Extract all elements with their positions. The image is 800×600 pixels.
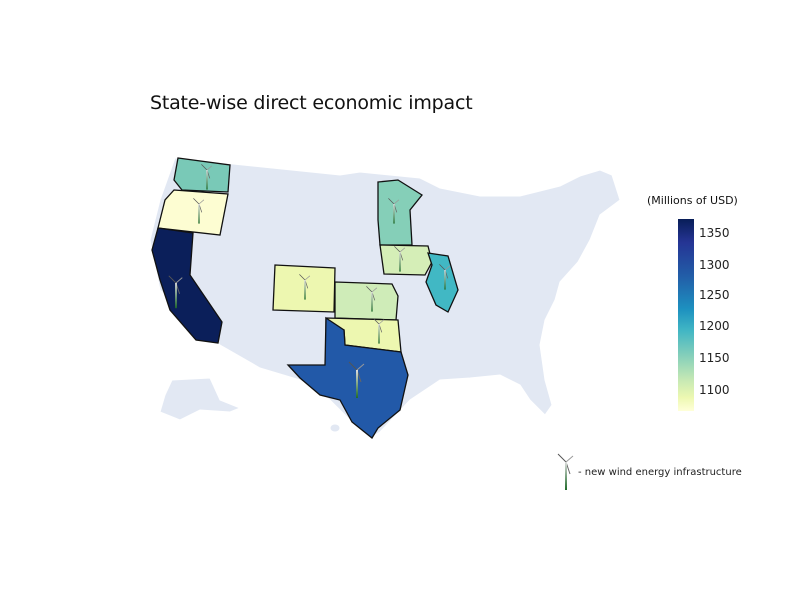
colorbar-tick: 1200 <box>699 319 730 333</box>
colorbar <box>678 219 694 411</box>
state-california <box>151 227 223 344</box>
legend: - new wind energy infrastructure <box>556 452 742 492</box>
state-washington <box>173 157 231 193</box>
wind-turbine-icon <box>557 453 574 490</box>
colorbar-tick: 1100 <box>699 383 730 397</box>
colorbar-tick: 1350 <box>699 226 730 240</box>
colorbar-tick: 1150 <box>699 351 730 365</box>
colorbar-title: (Millions of USD) <box>647 194 738 207</box>
chart-title: State-wise direct economic impact <box>150 92 473 114</box>
state-minnesota <box>377 179 423 246</box>
state-iowa <box>379 244 433 276</box>
state-texas <box>286 316 409 439</box>
state-oregon <box>157 189 229 236</box>
colorbar-tick: 1300 <box>699 258 730 272</box>
state-illinois <box>425 252 459 313</box>
legend-label: - new wind energy infrastructure <box>578 467 742 478</box>
state-kansas <box>334 281 399 321</box>
colorbar-tick: 1250 <box>699 288 730 302</box>
state-colorado <box>272 264 336 313</box>
